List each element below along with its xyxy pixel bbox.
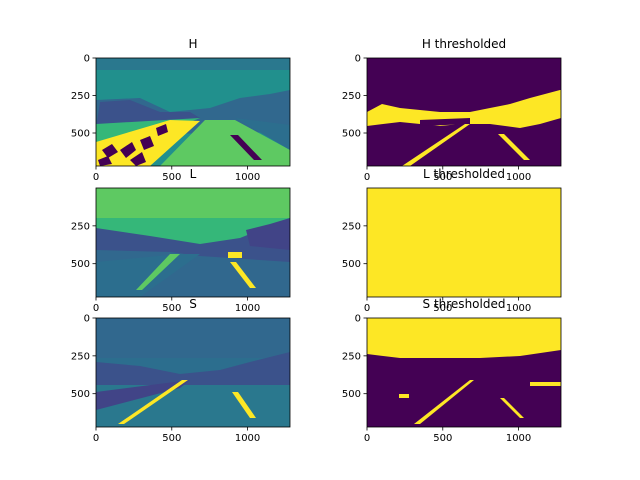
x-tick-label: 500 [433,303,452,314]
y-tick-label: 250 [71,221,90,232]
x-tick-label: 0 [364,172,370,183]
y-tick-label: 0 [355,54,361,65]
panel-h-thresholded [367,58,561,166]
y-tick-label: 250 [71,91,90,102]
y-tick-label: 250 [342,351,361,362]
panel-h [96,58,290,166]
ticks-layer: 0 500 1000 0 250 500 0 500 1000 0 250 500 0 500 1000 25… [71,54,531,445]
x-tick-label: 0 [93,303,99,314]
y-tick-label: 0 [84,314,90,325]
titles-layer: H H thresholded L L thresholded S S threshold… [188,37,506,311]
x-tick-label: 500 [433,172,452,183]
x-tick-label: 0 [364,433,370,444]
y-tick-label: 500 [71,389,90,400]
panel-s-thresholded [367,318,561,427]
panel-s-thresholded-frame [366,317,562,428]
x-tick-label: 1000 [235,433,260,444]
y-tick-label: 500 [71,129,90,140]
x-tick-label: 1000 [235,303,260,314]
panel-title: H thresholded [422,37,506,51]
panel-l-thresholded-frame [366,187,562,298]
panel-title: H [188,37,197,51]
y-tick-label: 250 [342,221,361,232]
x-tick-label: 0 [93,433,99,444]
panel-l-frame [95,187,291,298]
x-tick-label: 1000 [235,172,260,183]
x-tick-label: 500 [162,303,181,314]
x-tick-label: 0 [364,303,370,314]
x-tick-label: 500 [433,433,452,444]
x-tick-label: 500 [162,172,181,183]
y-tick-label: 0 [84,54,90,65]
panel-l [96,188,290,297]
panel-title: S [189,297,197,311]
y-tick-label: 500 [342,389,361,400]
y-tick-label: 500 [342,259,361,270]
panel-l-thresholded [367,188,561,297]
y-tick-label: 500 [71,259,90,270]
x-tick-label: 1000 [506,303,531,314]
y-tick-label: 250 [342,91,361,102]
x-tick-label: 1000 [506,172,531,183]
x-tick-label: 500 [162,433,181,444]
panel-title: S thresholded [423,297,506,311]
x-tick-label: 0 [93,172,99,183]
y-tick-label: 500 [342,129,361,140]
panel-h-thresholded-frame [366,57,562,167]
y-tick-label: 0 [355,314,361,325]
panel-title: L thresholded [423,167,505,181]
panel-s [96,318,290,427]
panel-h-frame [95,57,291,167]
x-tick-label: 1000 [506,433,531,444]
panel-title: L [190,167,197,181]
y-tick-label: 250 [71,351,90,362]
panel-s-frame [95,317,291,428]
